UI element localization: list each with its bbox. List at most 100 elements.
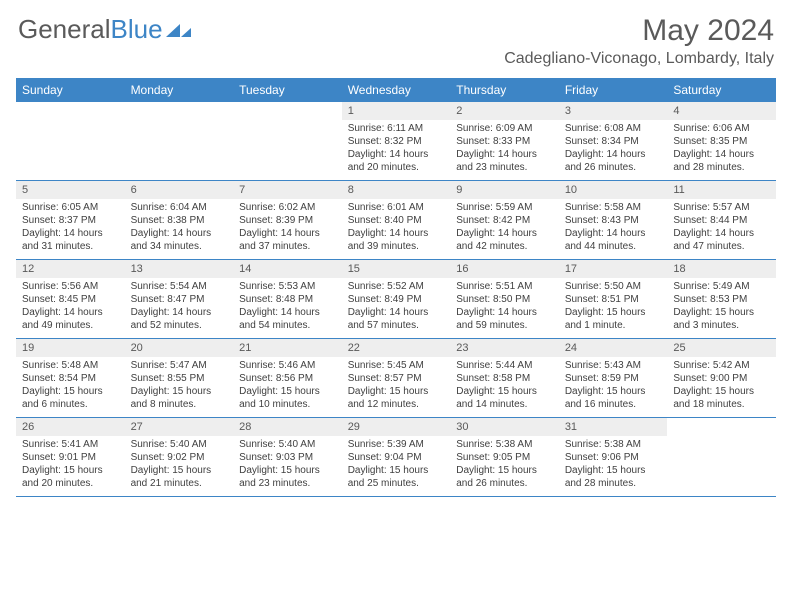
content-row: Sunrise: 5:41 AMSunset: 9:01 PMDaylight:… bbox=[16, 436, 776, 496]
sunset: Sunset: 9:06 PM bbox=[565, 451, 662, 464]
sunset: Sunset: 8:59 PM bbox=[565, 372, 662, 385]
sunrise: Sunrise: 5:40 AM bbox=[239, 438, 336, 451]
day-number: 10 bbox=[559, 181, 668, 199]
sunrise: Sunrise: 5:38 AM bbox=[456, 438, 553, 451]
daylight: Daylight: 14 hours and 54 minutes. bbox=[239, 306, 336, 332]
day-number bbox=[667, 418, 776, 436]
month-title: May 2024 bbox=[504, 14, 774, 48]
daylight: Daylight: 15 hours and 26 minutes. bbox=[456, 464, 553, 490]
day-number bbox=[233, 102, 342, 120]
day-content: Sunrise: 5:43 AMSunset: 8:59 PMDaylight:… bbox=[559, 357, 668, 417]
daynum-row: 567891011 bbox=[16, 181, 776, 199]
day-number: 25 bbox=[667, 339, 776, 357]
sunset: Sunset: 8:48 PM bbox=[239, 293, 336, 306]
sunset: Sunset: 9:05 PM bbox=[456, 451, 553, 464]
day-number bbox=[16, 102, 125, 120]
daylight: Daylight: 14 hours and 47 minutes. bbox=[673, 227, 770, 253]
day-number: 28 bbox=[233, 418, 342, 436]
daylight: Daylight: 14 hours and 34 minutes. bbox=[131, 227, 228, 253]
daylight: Daylight: 14 hours and 23 minutes. bbox=[456, 148, 553, 174]
sunrise: Sunrise: 5:46 AM bbox=[239, 359, 336, 372]
sunset: Sunset: 8:37 PM bbox=[22, 214, 119, 227]
day-content: Sunrise: 5:46 AMSunset: 8:56 PMDaylight:… bbox=[233, 357, 342, 417]
daylight: Daylight: 14 hours and 44 minutes. bbox=[565, 227, 662, 253]
day-number: 18 bbox=[667, 260, 776, 278]
sunrise: Sunrise: 5:47 AM bbox=[131, 359, 228, 372]
day-number: 22 bbox=[342, 339, 451, 357]
daylight: Daylight: 15 hours and 20 minutes. bbox=[22, 464, 119, 490]
sunset: Sunset: 9:00 PM bbox=[673, 372, 770, 385]
daynum-row: 1234 bbox=[16, 102, 776, 120]
day-number bbox=[125, 102, 234, 120]
day-number: 1 bbox=[342, 102, 451, 120]
day-content: Sunrise: 5:49 AMSunset: 8:53 PMDaylight:… bbox=[667, 278, 776, 338]
dow-cell: Tuesday bbox=[233, 78, 342, 102]
sunrise: Sunrise: 5:49 AM bbox=[673, 280, 770, 293]
separator-cell bbox=[16, 496, 776, 497]
content-row: Sunrise: 5:56 AMSunset: 8:45 PM Daylight:… bbox=[16, 278, 776, 338]
sunrise: Sunrise: 6:11 AM bbox=[348, 122, 445, 135]
day-content: Sunrise: 6:02 AMSunset: 8:39 PMDaylight:… bbox=[233, 199, 342, 259]
sunrise: Sunrise: 6:01 AM bbox=[348, 201, 445, 214]
sunrise: Sunrise: 5:56 AM bbox=[22, 280, 119, 293]
sunrise: Sunrise: 5:57 AM bbox=[673, 201, 770, 214]
sunrise: Sunrise: 5:54 AM bbox=[131, 280, 228, 293]
day-content: Sunrise: 5:38 AMSunset: 9:05 PMDaylight:… bbox=[450, 436, 559, 496]
day-content: Sunrise: 5:48 AMSunset: 8:54 PMDaylight:… bbox=[16, 357, 125, 417]
dow-cell: Sunday bbox=[16, 78, 125, 102]
sunset: Sunset: 8:58 PM bbox=[456, 372, 553, 385]
day-content: Sunrise: 5:45 AMSunset: 8:57 PMDaylight:… bbox=[342, 357, 451, 417]
day-content bbox=[125, 120, 234, 180]
sunset: Sunset: 8:34 PM bbox=[565, 135, 662, 148]
day-content: Sunrise: 5:42 AMSunset: 9:00 PMDaylight:… bbox=[667, 357, 776, 417]
sunrise: Sunrise: 5:48 AM bbox=[22, 359, 119, 372]
day-content: Sunrise: 5:38 AMSunset: 9:06 PMDaylight:… bbox=[559, 436, 668, 496]
dow-cell: Friday bbox=[559, 78, 668, 102]
daylight: Daylight: 14 hours and 57 minutes. bbox=[348, 306, 445, 332]
daylight: Daylight: 14 hours and 37 minutes. bbox=[239, 227, 336, 253]
day-number: 5 bbox=[16, 181, 125, 199]
day-content: Sunrise: 5:39 AMSunset: 9:04 PMDaylight:… bbox=[342, 436, 451, 496]
dow-cell: Wednesday bbox=[342, 78, 451, 102]
sunrise: Sunrise: 5:40 AM bbox=[131, 438, 228, 451]
sunrise: Sunrise: 5:41 AM bbox=[22, 438, 119, 451]
day-number: 31 bbox=[559, 418, 668, 436]
logo-text-1: General bbox=[18, 14, 111, 45]
daylight: Daylight: 14 hours and 20 minutes. bbox=[348, 148, 445, 174]
sunrise: Sunrise: 6:06 AM bbox=[673, 122, 770, 135]
sunrise: Sunrise: 5:45 AM bbox=[348, 359, 445, 372]
sunset: Sunset: 8:35 PM bbox=[673, 135, 770, 148]
day-content: Sunrise: 6:11 AMSunset: 8:32 PMDaylight:… bbox=[342, 120, 451, 180]
day-content: Sunrise: 5:57 AMSunset: 8:44 PMDaylight:… bbox=[667, 199, 776, 259]
day-content: Sunrise: 5:40 AMSunset: 9:02 PMDaylight:… bbox=[125, 436, 234, 496]
dow-cell: Monday bbox=[125, 78, 234, 102]
day-number: 24 bbox=[559, 339, 668, 357]
day-number: 13 bbox=[125, 260, 234, 278]
day-number: 6 bbox=[125, 181, 234, 199]
sunrise: Sunrise: 5:39 AM bbox=[348, 438, 445, 451]
sunset: Sunset: 8:44 PM bbox=[673, 214, 770, 227]
sunset: Sunset: 8:45 PM bbox=[22, 293, 119, 306]
daylight: Daylight: 14 hours and 26 minutes. bbox=[565, 148, 662, 174]
sunset: Sunset: 8:49 PM bbox=[348, 293, 445, 306]
content-row: Sunrise: 5:48 AMSunset: 8:54 PMDaylight:… bbox=[16, 357, 776, 417]
day-content: Sunrise: 5:54 AMSunset: 8:47 PMDaylight:… bbox=[125, 278, 234, 338]
day-content: Sunrise: 5:56 AMSunset: 8:45 PMDaylight:… bbox=[16, 278, 125, 338]
daylight: Daylight: 15 hours and 12 minutes. bbox=[348, 385, 445, 411]
daynum-row: 12131415161718 bbox=[16, 260, 776, 278]
title-block: May 2024 Cadegliano-Viconago, Lombardy, … bbox=[504, 14, 774, 68]
day-number: 26 bbox=[16, 418, 125, 436]
day-content: Sunrise: 5:51 AMSunset: 8:50 PMDaylight:… bbox=[450, 278, 559, 338]
sunrise: Sunrise: 5:44 AM bbox=[456, 359, 553, 372]
week-separator bbox=[16, 496, 776, 497]
day-content: Sunrise: 5:52 AMSunset: 8:49 PMDaylight:… bbox=[342, 278, 451, 338]
sunrise: Sunrise: 5:43 AM bbox=[565, 359, 662, 372]
day-content: Sunrise: 5:40 AMSunset: 9:03 PMDaylight:… bbox=[233, 436, 342, 496]
daylight: Daylight: 15 hours and 14 minutes. bbox=[456, 385, 553, 411]
daylight: Daylight: 15 hours and 21 minutes. bbox=[131, 464, 228, 490]
sunset: Sunset: 8:50 PM bbox=[456, 293, 553, 306]
sunset: Sunset: 9:02 PM bbox=[131, 451, 228, 464]
sunset: Sunset: 8:55 PM bbox=[131, 372, 228, 385]
sunrise: Sunrise: 5:51 AM bbox=[456, 280, 553, 293]
content-row: Sunrise: 6:05 AMSunset: 8:37 PMDaylight:… bbox=[16, 199, 776, 259]
